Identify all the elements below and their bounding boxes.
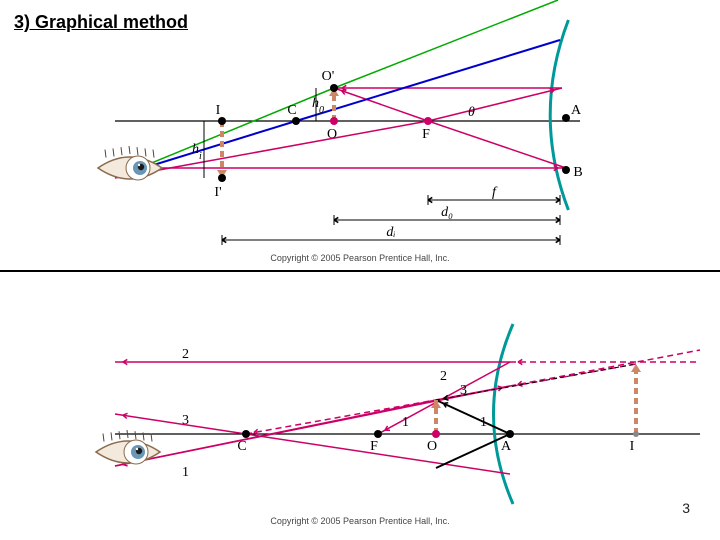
svg-text:1: 1 — [480, 415, 487, 430]
svg-text:C: C — [237, 439, 246, 454]
svg-text:I: I — [216, 103, 221, 118]
svg-text:3: 3 — [460, 383, 467, 398]
svg-text:A: A — [571, 103, 582, 118]
copyright-1: Copyright © 2005 Pearson Prentice Hall, … — [270, 253, 449, 263]
svg-text:1: 1 — [402, 415, 409, 430]
svg-text:2: 2 — [440, 369, 447, 384]
diagram-concave-inside-f: AFCOI2233111 — [0, 274, 720, 514]
svg-text:hi: hi — [192, 142, 202, 162]
svg-text:3: 3 — [182, 413, 189, 428]
svg-text:h0: h0 — [312, 96, 324, 116]
svg-text:I: I — [630, 439, 635, 454]
svg-text:C: C — [287, 103, 296, 118]
svg-text:F: F — [422, 127, 430, 142]
svg-text:B: B — [573, 165, 582, 180]
svg-text:d₀: d₀ — [441, 205, 453, 220]
svg-text:A: A — [501, 439, 512, 454]
section-divider — [0, 270, 720, 272]
svg-text:2: 2 — [182, 347, 189, 362]
svg-text:θ: θ — [468, 105, 475, 120]
svg-text:O: O — [427, 439, 437, 454]
svg-text:f: f — [492, 185, 498, 200]
svg-text:O': O' — [322, 69, 335, 84]
svg-text:I': I' — [214, 185, 221, 200]
diagram-concave-outside-f: h0 hi θ A B F C O O' I I' f d₀ dᵢ — [0, 0, 720, 260]
page-number: 3 — [682, 500, 690, 516]
svg-text:F: F — [370, 439, 378, 454]
svg-text:dᵢ: dᵢ — [386, 225, 395, 240]
svg-text:1: 1 — [182, 465, 189, 480]
copyright-2: Copyright © 2005 Pearson Prentice Hall, … — [270, 516, 449, 526]
svg-text:O: O — [327, 127, 337, 142]
